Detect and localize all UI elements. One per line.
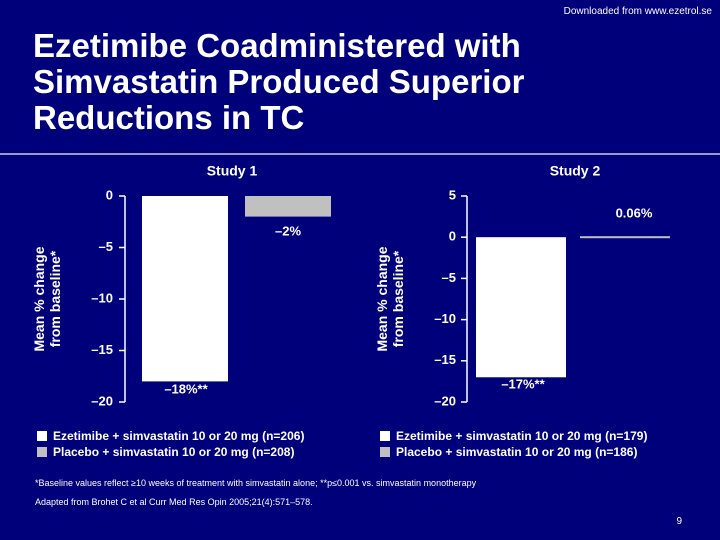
title-line-3: Reductions in TC: [33, 99, 305, 136]
legend-swatch-placebo: [380, 447, 390, 457]
y-tick-label-study-2: –10: [434, 311, 456, 326]
bar-study-2-placebo: [580, 236, 670, 239]
y-tick-label-study-2: –5: [442, 270, 456, 285]
legend-item-ezetimibe-study-2: Ezetimibe + simvastatin 10 or 20 mg (n=1…: [380, 428, 647, 444]
y-tick-label-study-1: –15: [91, 342, 113, 357]
chart-title-study-2: Study 2: [550, 163, 601, 179]
data-label-study-1-placebo: –2%: [275, 223, 301, 238]
legend-label: Ezetimibe + simvastatin 10 or 20 mg (n=1…: [396, 429, 648, 443]
bar-study-1-ezetimibe: [142, 196, 228, 382]
title-line-1: Ezetimibe Coadministered with: [33, 27, 521, 64]
legend-item-ezetimibe-study-1: Ezetimibe + simvastatin 10 or 20 mg (n=2…: [37, 428, 304, 444]
bar-study-1-placebo: [245, 196, 331, 217]
data-label-study-2-ezetimibe: –17%**: [501, 376, 545, 391]
legend-swatch-ezetimibe: [380, 431, 390, 441]
slide-title: Ezetimibe Coadministered with Simvastati…: [33, 28, 683, 136]
footnote: *Baseline values reflect ≥10 weeks of tr…: [35, 478, 477, 488]
y-tick-label-study-1: 0: [106, 187, 113, 202]
legend-study-1: Ezetimibe + simvastatin 10 or 20 mg (n=2…: [37, 428, 304, 460]
legend-label: Placebo + simvastatin 10 or 20 mg (n=208…: [53, 445, 295, 459]
y-tick-label-study-2: –20: [434, 393, 456, 408]
source-citation: Adapted from Brohet C et al Curr Med Res…: [35, 497, 313, 507]
y-tick-label-study-1: –10: [91, 290, 113, 305]
legend-item-placebo-study-2: Placebo + simvastatin 10 or 20 mg (n=186…: [380, 444, 647, 460]
y-tick-label-study-2: 0: [449, 229, 456, 244]
legend-label: Ezetimibe + simvastatin 10 or 20 mg (n=2…: [53, 429, 305, 443]
bar-study-2-ezetimibe: [476, 237, 566, 378]
y-tick-label-study-2: –15: [434, 352, 456, 367]
title-divider: [0, 153, 720, 155]
y-tick-label-study-1: –20: [91, 393, 113, 408]
y-tick-label-study-1: –5: [99, 239, 113, 254]
legend-swatch-placebo: [37, 447, 47, 457]
title-line-2: Simvastatin Produced Superior: [33, 63, 525, 100]
legend-item-placebo-study-1: Placebo + simvastatin 10 or 20 mg (n=208…: [37, 444, 304, 460]
y-tick-label-study-2: 5: [449, 187, 456, 202]
y-axis-label-study-1: Mean % changefrom baseline*: [31, 246, 63, 351]
legend-label: Placebo + simvastatin 10 or 20 mg (n=186…: [396, 445, 638, 459]
legend-swatch-ezetimibe: [37, 431, 47, 441]
data-label-study-2-placebo: 0.06%: [616, 205, 653, 220]
download-note: Downloaded from www.ezetrol.se: [563, 6, 712, 17]
legend-study-2: Ezetimibe + simvastatin 10 or 20 mg (n=1…: [380, 428, 647, 460]
chart-title-study-1: Study 1: [207, 163, 258, 179]
page-number: 9: [676, 516, 682, 527]
data-label-study-1-ezetimibe: –18%**: [164, 381, 208, 396]
y-axis-label-study-2: Mean % changefrom baseline*: [374, 246, 406, 351]
